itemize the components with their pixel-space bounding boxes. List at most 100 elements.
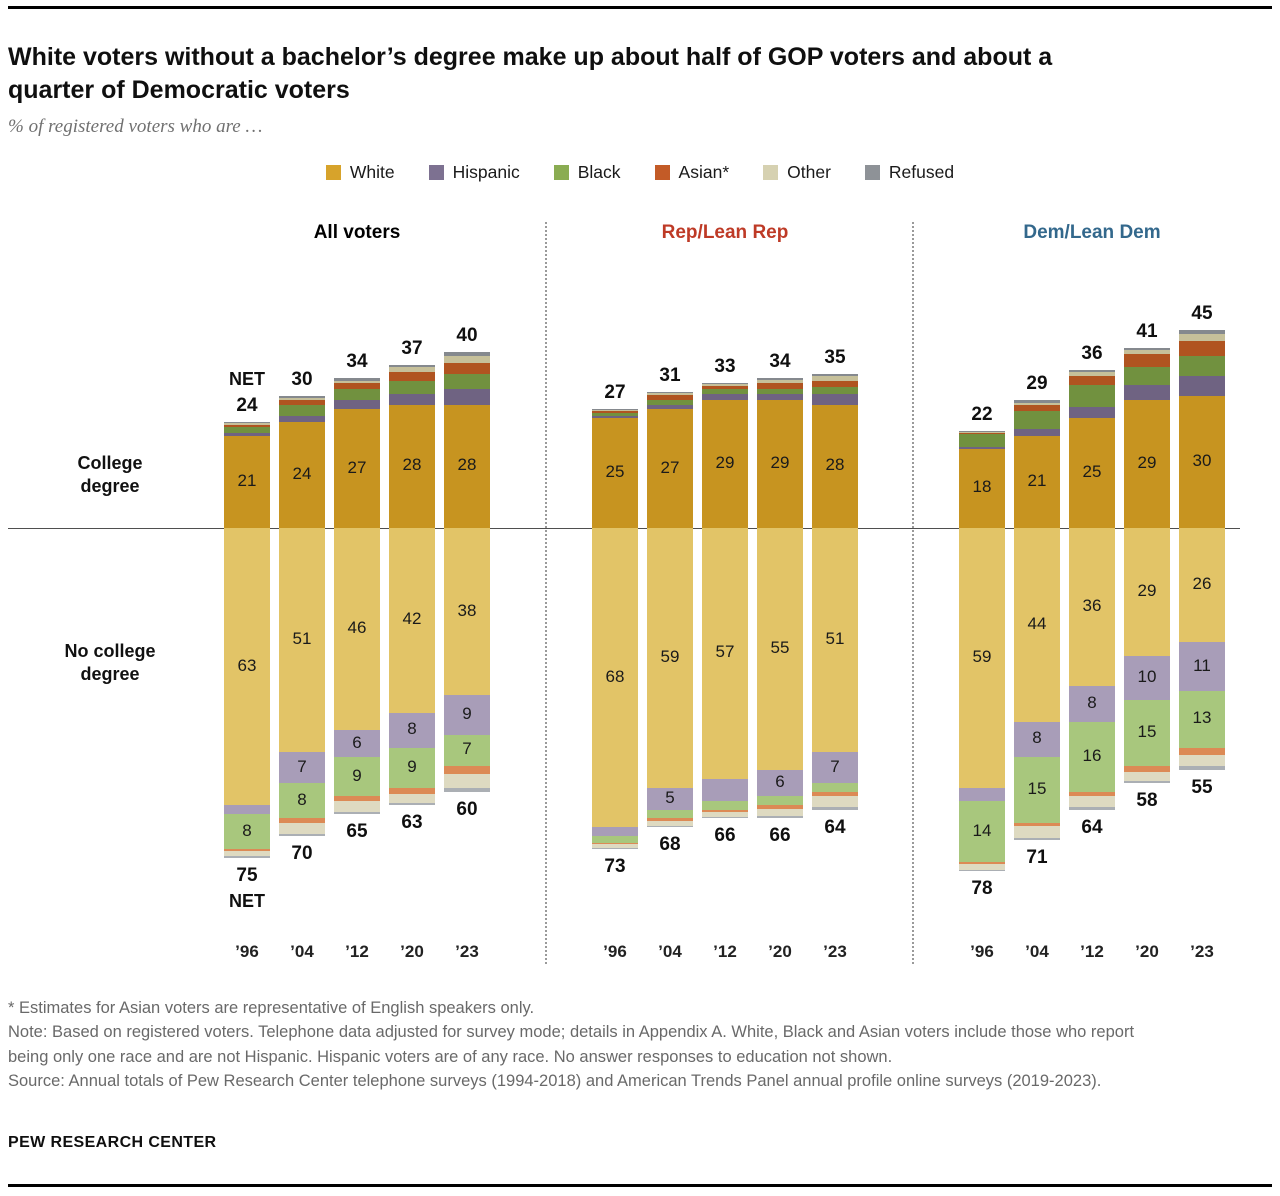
value-label-white: 28 — [825, 455, 845, 475]
segment-other — [224, 851, 270, 856]
segment-white — [334, 528, 380, 731]
year-label: ’04 — [1025, 942, 1049, 961]
segment-refused — [592, 848, 638, 850]
no-college-degree-label: No college degree — [64, 641, 156, 685]
value-label-white: 59 — [660, 646, 680, 666]
segment-black — [812, 387, 858, 394]
segment-black — [279, 404, 325, 416]
legend-label-asian: Asian* — [678, 162, 730, 182]
segment-asian — [959, 862, 1005, 864]
segment-other — [1124, 349, 1170, 355]
segment-refused — [1014, 838, 1060, 841]
black-swatch — [553, 165, 569, 180]
segment-black — [279, 783, 325, 819]
segment-hispanic — [702, 393, 748, 401]
segment-asian — [334, 382, 380, 390]
legend-label-hispanic: Hispanic — [452, 162, 520, 182]
segment-hispanic — [224, 433, 270, 436]
segment-refused — [444, 787, 490, 792]
year-label: ’96 — [603, 942, 627, 961]
segment-white — [224, 528, 270, 806]
segment-asian — [1069, 376, 1115, 385]
year-label: ’04 — [290, 942, 314, 961]
segment-other — [334, 800, 380, 812]
asterisk-note: * Estimates for Asian voters are represe… — [8, 999, 535, 1017]
segment-other — [1069, 371, 1115, 377]
brand-label: PEW RESEARCH CENTER — [8, 1134, 217, 1151]
segment-refused — [647, 825, 693, 828]
net-value: 45 — [1191, 303, 1213, 324]
segment-refused — [592, 409, 638, 411]
segment-other — [1179, 754, 1225, 766]
segment-hispanic — [1124, 385, 1170, 401]
value-label-hispanic: 11 — [1193, 655, 1211, 675]
segment-white — [647, 409, 693, 528]
value-label-hispanic: 6 — [775, 772, 785, 792]
panel-title: All voters — [313, 222, 401, 243]
segment-refused — [224, 855, 270, 858]
segment-refused — [334, 378, 380, 381]
value-label-white: 38 — [457, 600, 477, 620]
segment-other — [1124, 772, 1170, 781]
year-label: ’20 — [1135, 942, 1159, 961]
net-value: 29 — [1026, 373, 1048, 395]
segment-refused — [1069, 369, 1115, 372]
segment-black — [1014, 756, 1060, 823]
segment-black — [334, 389, 380, 401]
year-label: ’96 — [235, 942, 259, 961]
value-label-black: 8 — [297, 789, 307, 809]
segment-refused — [959, 870, 1005, 872]
segment-white — [959, 448, 1005, 528]
segment-asian — [1124, 354, 1170, 368]
hispanic-swatch — [428, 165, 444, 180]
segment-other — [592, 843, 638, 849]
segment-other — [279, 398, 325, 401]
net-value: 60 — [456, 799, 478, 820]
segment-refused — [1179, 765, 1225, 770]
segment-refused — [757, 816, 803, 819]
segment-hispanic — [1179, 642, 1225, 691]
segment-hispanic — [702, 778, 748, 801]
net-value: 65 — [346, 821, 368, 842]
segment-black — [224, 814, 270, 850]
segment-other — [334, 380, 380, 383]
value-label-white: 28 — [457, 455, 477, 475]
segment-black — [1179, 690, 1225, 748]
chart-area: College degree No college degree All vot… — [0, 220, 1280, 980]
net-value: 27 — [604, 382, 626, 404]
segment-refused — [1014, 400, 1060, 403]
segment-refused — [757, 378, 803, 380]
net-value: 64 — [824, 816, 846, 838]
segment-other — [224, 423, 270, 425]
segment-white — [702, 528, 748, 779]
value-label-white: 59 — [972, 646, 992, 666]
segment-hispanic — [1014, 721, 1060, 757]
segment-asian — [224, 849, 270, 852]
year-label: ’23 — [455, 942, 479, 961]
legend-item-other: Other — [763, 162, 831, 183]
value-label-hispanic: 5 — [665, 787, 675, 807]
segment-hispanic — [224, 805, 270, 814]
value-label-black: 7 — [462, 739, 472, 759]
value-label-white: 29 — [770, 453, 790, 473]
segment-hispanic — [389, 393, 435, 405]
segment-black — [647, 809, 693, 819]
value-label-hispanic: 6 — [352, 732, 362, 752]
value-label-hispanic: 9 — [462, 704, 472, 723]
year-label: ’12 — [1080, 942, 1104, 961]
segment-asian — [1014, 404, 1060, 412]
legend-item-asian: Asian* — [654, 162, 730, 183]
value-label-white: 36 — [1082, 596, 1102, 616]
segment-black — [334, 756, 380, 797]
value-label-white: 42 — [402, 609, 422, 629]
value-label-white: 29 — [1137, 580, 1157, 600]
year-label: ’04 — [658, 942, 682, 961]
segment-hispanic — [757, 393, 803, 401]
net-value: 30 — [291, 369, 313, 390]
segment-white — [757, 400, 803, 528]
segment-black — [959, 800, 1005, 863]
segment-hispanic — [959, 787, 1005, 801]
segment-black — [389, 380, 435, 394]
value-label-hispanic: 10 — [1137, 666, 1157, 686]
